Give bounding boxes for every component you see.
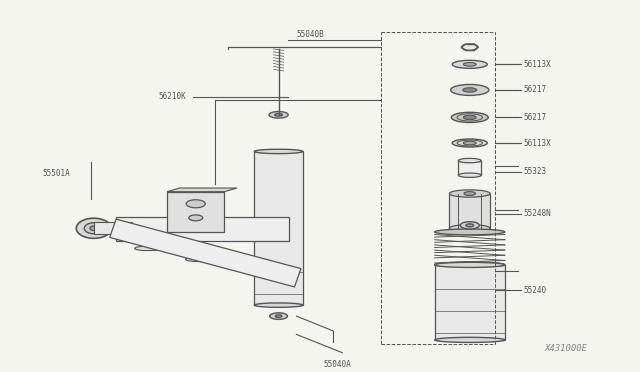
Ellipse shape bbox=[452, 60, 487, 68]
Ellipse shape bbox=[254, 149, 303, 154]
Ellipse shape bbox=[275, 315, 282, 317]
Ellipse shape bbox=[463, 62, 476, 66]
Ellipse shape bbox=[254, 303, 303, 307]
Ellipse shape bbox=[463, 115, 476, 119]
Ellipse shape bbox=[462, 44, 477, 51]
Ellipse shape bbox=[435, 337, 505, 343]
Text: 56210K: 56210K bbox=[159, 92, 186, 101]
Ellipse shape bbox=[435, 229, 505, 235]
Text: 55323: 55323 bbox=[524, 167, 547, 176]
Text: 55240: 55240 bbox=[524, 286, 547, 295]
Ellipse shape bbox=[463, 88, 477, 92]
Ellipse shape bbox=[435, 262, 505, 267]
Ellipse shape bbox=[435, 262, 505, 268]
Text: X431000E: X431000E bbox=[545, 344, 588, 353]
Text: 56217: 56217 bbox=[524, 86, 547, 94]
Ellipse shape bbox=[84, 223, 103, 234]
Text: 55040B: 55040B bbox=[296, 30, 324, 39]
Ellipse shape bbox=[90, 226, 98, 231]
FancyBboxPatch shape bbox=[435, 265, 505, 340]
Ellipse shape bbox=[186, 257, 212, 262]
Ellipse shape bbox=[449, 225, 490, 232]
Ellipse shape bbox=[76, 218, 111, 238]
FancyBboxPatch shape bbox=[254, 151, 303, 305]
Ellipse shape bbox=[449, 190, 490, 197]
Text: 56113X: 56113X bbox=[524, 138, 552, 148]
Ellipse shape bbox=[464, 192, 476, 195]
Ellipse shape bbox=[452, 139, 487, 147]
Text: 55248N: 55248N bbox=[524, 209, 552, 218]
FancyBboxPatch shape bbox=[94, 222, 132, 234]
Text: 55040A: 55040A bbox=[323, 360, 351, 369]
Text: 56113X: 56113X bbox=[524, 60, 552, 69]
Ellipse shape bbox=[451, 84, 489, 96]
Ellipse shape bbox=[269, 313, 287, 320]
Text: 55501A: 55501A bbox=[43, 169, 70, 178]
Polygon shape bbox=[167, 188, 237, 192]
FancyBboxPatch shape bbox=[449, 193, 490, 228]
Ellipse shape bbox=[189, 215, 203, 221]
Ellipse shape bbox=[275, 113, 282, 116]
Ellipse shape bbox=[458, 173, 481, 177]
Ellipse shape bbox=[134, 246, 161, 251]
Polygon shape bbox=[109, 219, 301, 287]
FancyBboxPatch shape bbox=[458, 161, 481, 175]
FancyBboxPatch shape bbox=[116, 217, 289, 241]
Ellipse shape bbox=[458, 158, 481, 163]
FancyBboxPatch shape bbox=[167, 192, 225, 232]
Ellipse shape bbox=[269, 112, 288, 118]
Ellipse shape bbox=[451, 112, 488, 122]
Ellipse shape bbox=[186, 200, 205, 208]
Ellipse shape bbox=[460, 222, 479, 229]
Ellipse shape bbox=[463, 141, 476, 145]
Text: 56217: 56217 bbox=[524, 113, 547, 122]
Ellipse shape bbox=[466, 224, 474, 227]
